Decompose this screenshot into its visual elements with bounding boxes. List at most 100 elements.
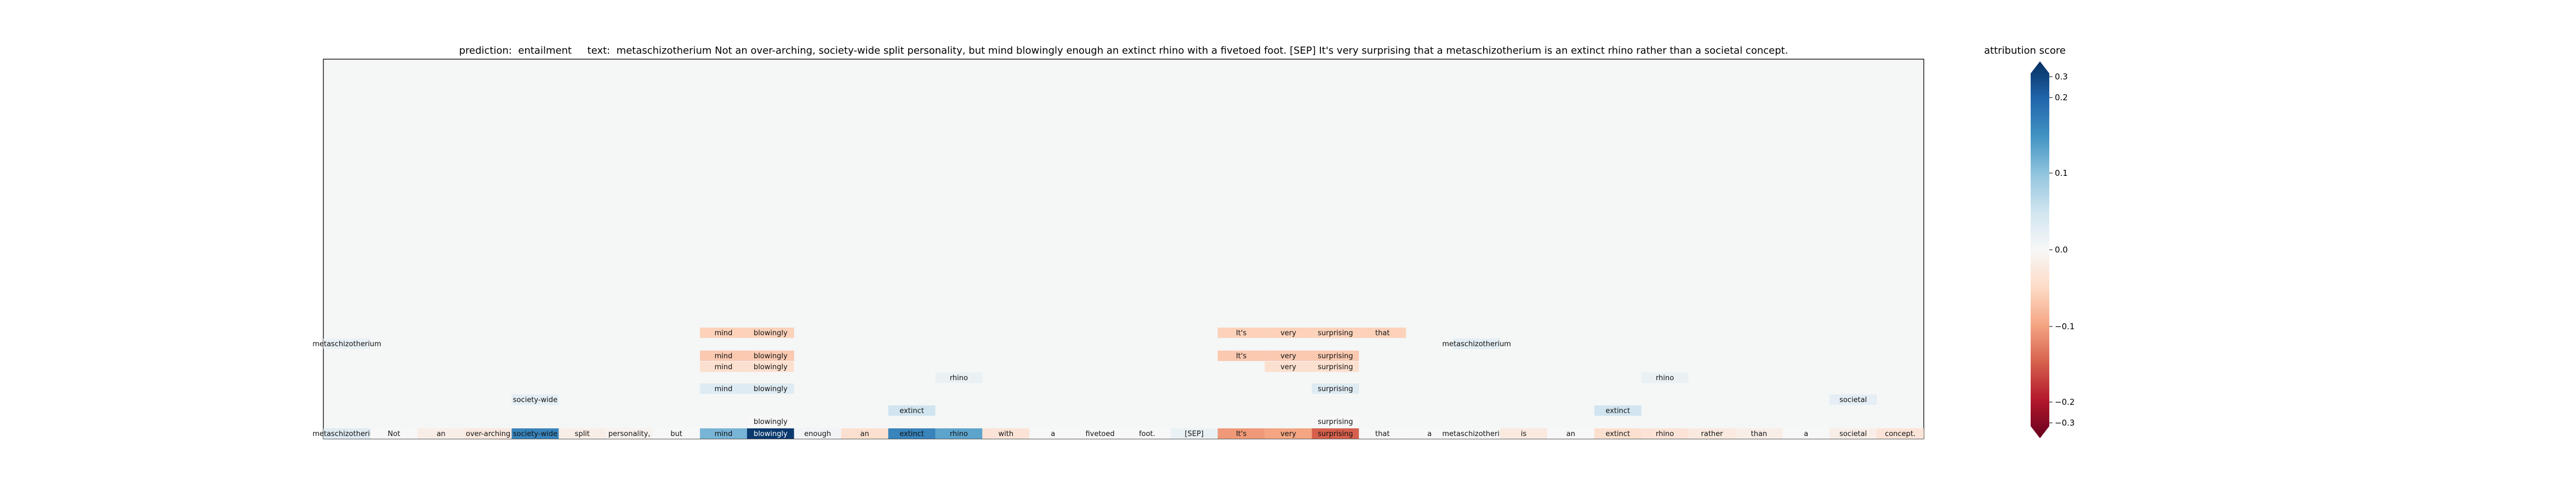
row-cell (1264, 328, 1312, 338)
token-cell (1453, 428, 1501, 439)
token-cell (1500, 428, 1547, 439)
colorbar: 0.3 0.2 0.1 0.0 −0.1 −0.2 −0.3 (2031, 61, 2075, 438)
token-label: an (860, 430, 869, 438)
token-label: very (1280, 430, 1296, 438)
row-label: societal (1839, 396, 1867, 404)
token-cell (1217, 428, 1265, 439)
token-label: rhino (1656, 430, 1674, 438)
token-label: personality, (608, 430, 651, 438)
row-label: mind (715, 352, 733, 360)
row-cell (746, 328, 794, 338)
colorbar-title: attribution score (1984, 45, 2066, 56)
row-cell (700, 328, 747, 338)
token-cell (370, 428, 418, 439)
row-cell (888, 405, 936, 416)
token-cell (1735, 428, 1783, 439)
token-label: foot. (1139, 430, 1155, 438)
token-cell (606, 428, 653, 439)
colorbar-body (2031, 61, 2049, 438)
row-label: rhino (950, 374, 968, 382)
row-label: mind (715, 385, 733, 393)
token-heatmap-row: metaschizotherium Not an over-arching societ… (312, 428, 1924, 439)
token-label: with (998, 430, 1013, 438)
token-cell (1264, 428, 1312, 439)
token-label: rhino (950, 430, 968, 438)
row-cell (1830, 394, 1877, 405)
token-cell (935, 428, 983, 439)
colorbar-tick-label: −0.3 (2055, 418, 2075, 428)
row-cell (511, 394, 559, 405)
row-label: surprising (1318, 329, 1353, 337)
row-label: blowingly (754, 352, 788, 360)
token-label: concept. (1885, 430, 1916, 438)
row-label: blowingly (754, 363, 788, 371)
token-cell (1312, 428, 1359, 439)
token-cell (841, 428, 888, 439)
row-label: very (1280, 352, 1296, 360)
token-label: an (1566, 430, 1575, 438)
row-label: society-wide (513, 396, 557, 404)
row-cell (746, 362, 794, 372)
token-label: Not (387, 430, 400, 438)
colorbar-tick-label: −0.1 (2055, 322, 2075, 331)
row-cell (1217, 351, 1265, 361)
token-label: enough (804, 430, 831, 438)
token-cell (464, 428, 512, 439)
token-cell (1547, 428, 1594, 439)
token-label: is (1521, 430, 1527, 438)
row-label: extinct (899, 407, 924, 415)
token-label: society-wide (513, 430, 557, 438)
token-label: a (1427, 430, 1432, 438)
colorbar-tick-label: 0.3 (2055, 72, 2068, 82)
token-cell (794, 428, 841, 439)
token-cell (1877, 428, 1924, 439)
token-cell (1076, 428, 1124, 439)
token-cell (746, 428, 794, 439)
row-cell (746, 416, 794, 427)
row-cell (935, 372, 983, 383)
token-label: surprising (1318, 430, 1353, 438)
token-cell (1830, 428, 1877, 439)
colorbar-tick-label: 0.2 (2055, 93, 2068, 102)
row-cell (700, 383, 747, 394)
token-cell (1782, 428, 1830, 439)
row-label: blowingly (754, 418, 788, 426)
colorbar-tick-label: −0.2 (2055, 397, 2075, 407)
row-label: blowingly (754, 385, 788, 393)
token-cell (323, 428, 371, 439)
token-cell (1641, 428, 1689, 439)
token-cell (1594, 428, 1642, 439)
row-cell (700, 351, 747, 361)
row-label: extinct (1605, 407, 1630, 415)
row-label: surprising (1318, 352, 1353, 360)
colorbar-tick-label: 0.1 (2055, 168, 2068, 178)
token-label: societal (1839, 430, 1867, 438)
row-cell (323, 339, 371, 349)
token-cell (700, 428, 747, 439)
row-label: metaschizotherium (1442, 340, 1511, 348)
row-cell (746, 351, 794, 361)
row-label: surprising (1318, 418, 1353, 426)
token-cell (1029, 428, 1077, 439)
row-cell (1312, 351, 1359, 361)
row-label: very (1280, 363, 1296, 371)
row-cell (1359, 328, 1406, 338)
row-cell (1217, 328, 1265, 338)
row-cell (1453, 339, 1501, 349)
colorbar-ticks: 0.3 0.2 0.1 0.0 −0.1 −0.2 −0.3 (2049, 72, 2075, 428)
row-cell (1312, 362, 1359, 372)
row-label: mind (715, 363, 733, 371)
token-cell (511, 428, 559, 439)
token-cell (1406, 428, 1454, 439)
row-label: very (1280, 329, 1296, 337)
token-label: metaschizotherium (312, 430, 381, 438)
token-cell (1688, 428, 1736, 439)
token-label: [SEP] (1185, 430, 1204, 438)
row-label: metaschizotherium (312, 340, 381, 348)
token-cell (1359, 428, 1406, 439)
token-cell (558, 428, 606, 439)
token-cell (888, 428, 936, 439)
row-cell (1312, 416, 1359, 427)
token-cell (417, 428, 465, 439)
